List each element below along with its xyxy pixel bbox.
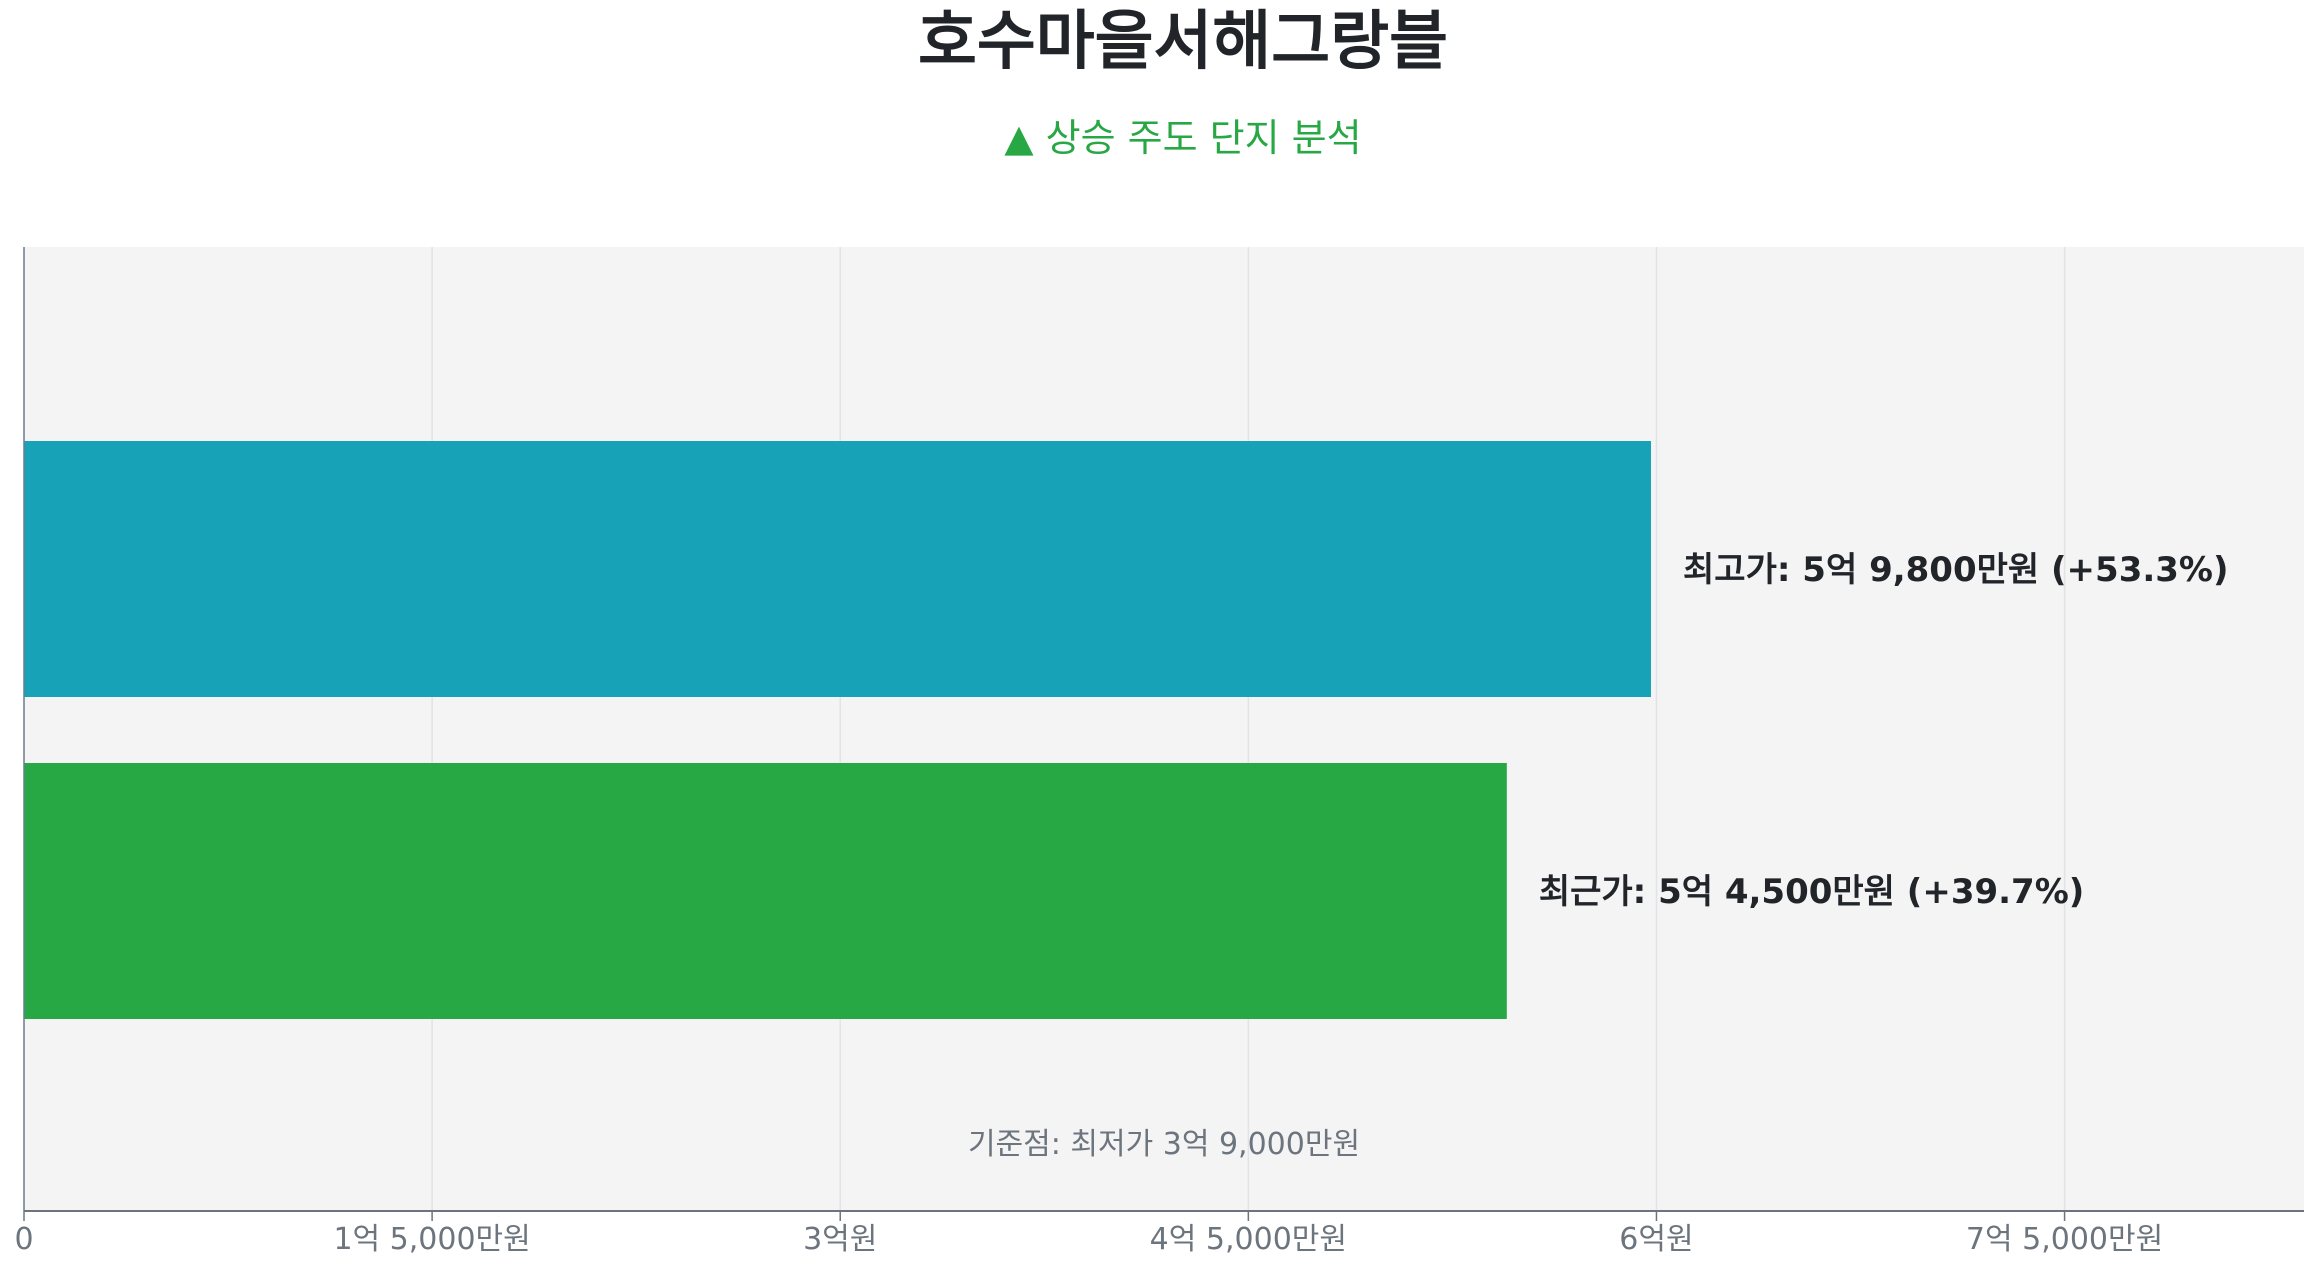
plot-area	[24, 247, 2304, 1211]
chart-title: 호수마을서해그랑블	[918, 5, 1448, 79]
x-tick-label: 1억 5,000만원	[333, 1222, 530, 1257]
bar-value-label: 최고가: 5억 9,800만원 (+53.3%)	[1683, 550, 2229, 590]
chart-subtitle: ▲ 상승 주도 단지 분석	[1004, 116, 1361, 160]
data-labels: 최고가: 5억 9,800만원 (+53.3%) 최근가: 5억 4,500만원 …	[1539, 550, 2229, 912]
bar-highest-price	[24, 441, 1652, 697]
x-tick-label: 4억 5,000만원	[1150, 1222, 1347, 1257]
bar-value-label: 최근가: 5억 4,500만원 (+39.7%)	[1539, 872, 2085, 912]
x-tick-label: 6억원	[1619, 1222, 1693, 1257]
x-axis-ticks: 0 1억 5,000만원 3억원 4억 5,000만원 6억원 7억 5,000만원	[14, 1211, 2163, 1257]
gridlines	[431, 247, 2066, 1211]
baseline-annotation: 기준점: 최저가 3억 9,000만원	[968, 1127, 1360, 1162]
x-tick-label: 0	[14, 1222, 33, 1257]
x-tick-label: 3억원	[803, 1222, 877, 1257]
bars	[24, 441, 1652, 1019]
bar-recent-price	[24, 763, 1507, 1019]
x-tick-label: 7억 5,000만원	[1966, 1222, 2163, 1257]
